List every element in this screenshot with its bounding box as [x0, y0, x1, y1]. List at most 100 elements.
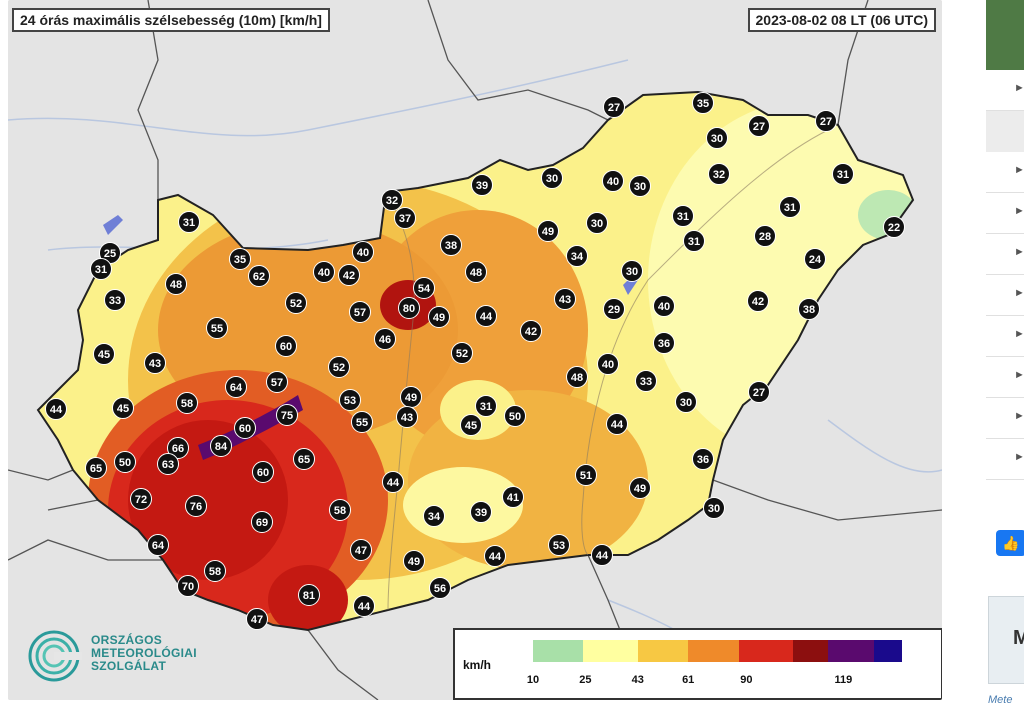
station-marker: 53 [339, 389, 361, 411]
station-marker: 60 [275, 335, 297, 357]
station-marker: 27 [748, 381, 770, 403]
map-timestamp: 2023-08-02 08 LT (06 UTC) [747, 8, 936, 32]
legend-color-segment [827, 640, 876, 662]
station-marker: 30 [629, 175, 651, 197]
station-marker: 55 [206, 317, 228, 339]
sidebar-item[interactable]: ► [986, 70, 1024, 111]
legend-unit: km/h [463, 658, 492, 672]
chevron-right-icon: ► [1014, 451, 1024, 463]
legend: km/h 10 25 43 61 90 119 [453, 628, 942, 700]
station-marker: 28 [754, 225, 776, 247]
legend-color-bar [533, 640, 922, 662]
station-marker: 39 [471, 174, 493, 196]
station-marker: 47 [246, 608, 268, 630]
station-marker: 49 [537, 220, 559, 242]
chevron-right-icon: ► [1014, 287, 1024, 299]
station-marker: 38 [440, 234, 462, 256]
station-marker: 38 [798, 298, 820, 320]
station-marker: 36 [692, 448, 714, 470]
legend-color-segment [901, 640, 922, 662]
station-marker: 51 [575, 464, 597, 486]
station-marker: 31 [832, 163, 854, 185]
station-marker: 34 [423, 505, 445, 527]
station-marker: 60 [234, 417, 256, 439]
station-marker: 50 [114, 451, 136, 473]
station-marker: 58 [204, 560, 226, 582]
station-marker: 65 [293, 448, 315, 470]
station-marker: 43 [396, 406, 418, 428]
sidebar-highlight-row[interactable] [986, 110, 1024, 152]
station-marker: 46 [374, 328, 396, 350]
chevron-right-icon: ► [1014, 410, 1024, 422]
station-marker: 44 [591, 544, 613, 566]
station-marker: 60 [252, 461, 274, 483]
station-marker: 33 [104, 289, 126, 311]
station-marker: 57 [266, 371, 288, 393]
station-marker: 49 [400, 386, 422, 408]
legend-color-segment [874, 640, 903, 662]
station-marker: 45 [93, 343, 115, 365]
station-marker: 58 [176, 392, 198, 414]
station-marker: 43 [144, 352, 166, 374]
station-marker: 31 [90, 258, 112, 280]
station-marker: 30 [703, 497, 725, 519]
sidebar-link[interactable]: Mete [988, 694, 1013, 706]
sidebar-item[interactable]: ► [986, 193, 1024, 234]
chevron-right-icon: ► [1014, 369, 1024, 381]
like-icon[interactable]: 👍 [996, 530, 1024, 556]
station-marker: 44 [484, 545, 506, 567]
station-marker: 40 [602, 170, 624, 192]
station-marker: 42 [338, 264, 360, 286]
station-marker: 72 [130, 488, 152, 510]
sidebar-thumbnail[interactable] [986, 0, 1024, 70]
station-marker: 49 [403, 550, 425, 572]
station-marker: 42 [520, 320, 542, 342]
chevron-right-icon: ► [1014, 205, 1024, 217]
sidebar-item[interactable]: ► [986, 439, 1024, 480]
sidebar-item[interactable]: ► [986, 234, 1024, 275]
station-marker: 69 [251, 511, 273, 533]
sidebar-card[interactable]: M [988, 596, 1024, 684]
legend-color-segment [738, 640, 794, 662]
station-marker: 30 [586, 212, 608, 234]
sidebar-item[interactable]: ► [986, 357, 1024, 398]
station-marker: 48 [465, 261, 487, 283]
sidebar-item[interactable]: ► [986, 152, 1024, 193]
chevron-right-icon: ► [1014, 164, 1024, 176]
station-marker: 42 [747, 290, 769, 312]
station-marker: 40 [352, 241, 374, 263]
station-marker: 37 [394, 207, 416, 229]
station-marker: 57 [349, 301, 371, 323]
sidebar-item[interactable]: ► [986, 316, 1024, 357]
station-marker: 31 [779, 196, 801, 218]
station-marker: 45 [112, 397, 134, 419]
station-marker: 40 [653, 295, 675, 317]
station-marker: 63 [157, 453, 179, 475]
station-marker: 31 [672, 205, 694, 227]
station-marker: 32 [708, 163, 730, 185]
legend-tick-label: 25 [579, 674, 592, 686]
station-marker: 55 [351, 411, 373, 433]
station-marker: 41 [502, 486, 524, 508]
station-marker: 32 [381, 189, 403, 211]
legend-color-segment [583, 640, 639, 662]
station-marker: 43 [554, 288, 576, 310]
legend-color-segment [533, 640, 585, 662]
sidebar-item[interactable]: ► [986, 275, 1024, 316]
station-marker: 48 [165, 273, 187, 295]
station-marker: 49 [629, 477, 651, 499]
station-marker: 35 [229, 248, 251, 270]
omsz-logo-icon [28, 630, 82, 682]
station-marker: 40 [597, 353, 619, 375]
station-marker: 52 [328, 356, 350, 378]
station-marker: 70 [177, 575, 199, 597]
station-marker: 35 [692, 92, 714, 114]
sidebar-item[interactable]: ► [986, 398, 1024, 439]
station-marker: 27 [815, 110, 837, 132]
station-marker: 44 [45, 398, 67, 420]
station-marker: 52 [451, 342, 473, 364]
station-marker: 44 [475, 305, 497, 327]
station-marker: 53 [548, 534, 570, 556]
map-title: 24 órás maximális szélsebesség (10m) [km… [12, 8, 330, 32]
station-marker: 44 [382, 471, 404, 493]
